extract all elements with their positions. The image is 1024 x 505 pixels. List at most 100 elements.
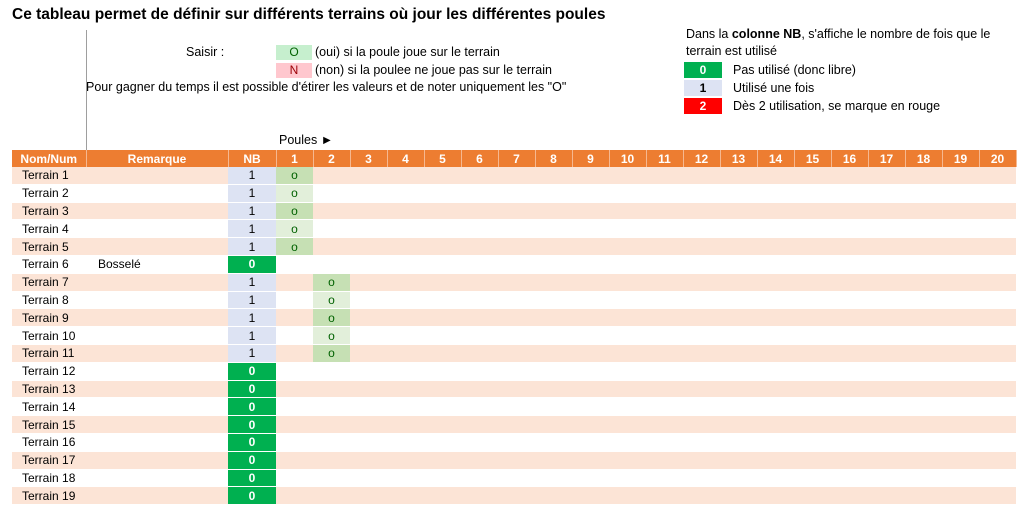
poule-cell[interactable]: [868, 255, 905, 274]
poule-cell[interactable]: [868, 237, 905, 256]
poule-cell[interactable]: [646, 291, 683, 310]
nb-cell[interactable]: 0: [228, 397, 276, 417]
poule-cell[interactable]: [461, 380, 498, 399]
poule-cell[interactable]: [461, 326, 498, 345]
poule-cell[interactable]: [572, 362, 609, 381]
poule-cell[interactable]: [831, 237, 868, 256]
poule-cell[interactable]: [683, 362, 720, 381]
nb-cell[interactable]: 1: [228, 273, 276, 292]
poule-cell[interactable]: [461, 433, 498, 452]
poule-cell[interactable]: [794, 237, 831, 256]
poule-cell[interactable]: [350, 219, 387, 239]
poule-cell[interactable]: o: [276, 237, 313, 256]
remark-cell[interactable]: [86, 273, 228, 292]
poule-cell[interactable]: [535, 344, 572, 363]
poule-cell[interactable]: [720, 362, 757, 381]
poule-cell[interactable]: [794, 308, 831, 328]
poule-cell[interactable]: [498, 326, 535, 345]
poule-cell[interactable]: [387, 308, 424, 328]
poule-cell[interactable]: [868, 202, 905, 221]
poule-cell[interactable]: [535, 433, 572, 452]
poule-cell[interactable]: [535, 291, 572, 310]
poule-cell[interactable]: [979, 184, 1016, 203]
poule-cell[interactable]: [979, 486, 1016, 505]
nb-cell[interactable]: 1: [228, 184, 276, 203]
poule-cell[interactable]: [387, 433, 424, 452]
col-header-poule[interactable]: 4: [387, 150, 425, 167]
poule-cell[interactable]: [350, 308, 387, 328]
poule-cell[interactable]: [424, 219, 461, 239]
poule-cell[interactable]: [831, 184, 868, 203]
poule-cell[interactable]: [313, 397, 350, 417]
poule-cell[interactable]: [720, 433, 757, 452]
poule-cell[interactable]: [868, 167, 905, 185]
col-header-poule[interactable]: 17: [868, 150, 906, 167]
poule-cell[interactable]: [905, 202, 942, 221]
poule-cell[interactable]: [609, 273, 646, 292]
col-header-poule[interactable]: 9: [572, 150, 610, 167]
poule-cell[interactable]: [942, 219, 979, 239]
poule-cell[interactable]: [979, 167, 1016, 185]
nb-cell[interactable]: 1: [228, 219, 276, 239]
poule-cell[interactable]: [757, 344, 794, 363]
poule-cell[interactable]: [831, 308, 868, 328]
poule-cell[interactable]: [498, 255, 535, 274]
poule-cell[interactable]: [868, 469, 905, 488]
poule-cell[interactable]: [313, 415, 350, 434]
poule-cell[interactable]: [350, 415, 387, 434]
terrain-name-cell[interactable]: Terrain 8: [12, 291, 86, 310]
nb-cell[interactable]: 1: [228, 308, 276, 328]
poule-cell[interactable]: [757, 167, 794, 185]
poule-cell[interactable]: [831, 326, 868, 345]
poule-cell[interactable]: [424, 486, 461, 505]
terrain-name-cell[interactable]: Terrain 16: [12, 433, 86, 452]
poule-cell[interactable]: [609, 291, 646, 310]
col-header-poule[interactable]: 20: [979, 150, 1017, 167]
poule-cell[interactable]: [609, 380, 646, 399]
poule-cell[interactable]: o: [276, 219, 313, 239]
poule-cell[interactable]: [572, 255, 609, 274]
poule-cell[interactable]: [794, 486, 831, 505]
terrain-name-cell[interactable]: Terrain 1: [12, 167, 86, 185]
poule-cell[interactable]: [646, 202, 683, 221]
terrain-name-cell[interactable]: Terrain 15: [12, 415, 86, 434]
poule-cell[interactable]: [535, 237, 572, 256]
poule-cell[interactable]: [535, 308, 572, 328]
poule-cell[interactable]: [461, 397, 498, 417]
poule-cell[interactable]: [461, 344, 498, 363]
poule-cell[interactable]: [831, 469, 868, 488]
terrain-name-cell[interactable]: Terrain 5: [12, 237, 86, 256]
poule-cell[interactable]: [387, 469, 424, 488]
poule-cell[interactable]: [979, 326, 1016, 345]
poule-cell[interactable]: [868, 308, 905, 328]
poule-cell[interactable]: [387, 273, 424, 292]
terrain-name-cell[interactable]: Terrain 17: [12, 451, 86, 470]
poule-cell[interactable]: [868, 415, 905, 434]
poule-cell[interactable]: [905, 167, 942, 185]
nb-cell[interactable]: 0: [228, 380, 276, 399]
poule-cell[interactable]: [831, 291, 868, 310]
poule-cell[interactable]: [794, 415, 831, 434]
col-header-remark[interactable]: Remarque: [86, 150, 229, 167]
poule-cell[interactable]: [350, 486, 387, 505]
poule-cell[interactable]: [498, 451, 535, 470]
poule-cell[interactable]: [350, 184, 387, 203]
poule-cell[interactable]: [905, 451, 942, 470]
poule-cell[interactable]: [461, 273, 498, 292]
poule-cell[interactable]: o: [313, 344, 350, 363]
poule-cell[interactable]: [535, 202, 572, 221]
poule-cell[interactable]: [794, 451, 831, 470]
poule-cell[interactable]: [498, 469, 535, 488]
terrain-name-cell[interactable]: Terrain 6: [12, 255, 86, 274]
poule-cell[interactable]: [387, 344, 424, 363]
poule-cell[interactable]: [498, 308, 535, 328]
poule-cell[interactable]: [498, 362, 535, 381]
poule-cell[interactable]: [646, 415, 683, 434]
col-header-poule[interactable]: 18: [905, 150, 943, 167]
poule-cell[interactable]: [905, 362, 942, 381]
poule-cell[interactable]: [905, 380, 942, 399]
poule-cell[interactable]: [905, 326, 942, 345]
poule-cell[interactable]: [757, 308, 794, 328]
poule-cell[interactable]: [387, 326, 424, 345]
poule-cell[interactable]: [794, 433, 831, 452]
